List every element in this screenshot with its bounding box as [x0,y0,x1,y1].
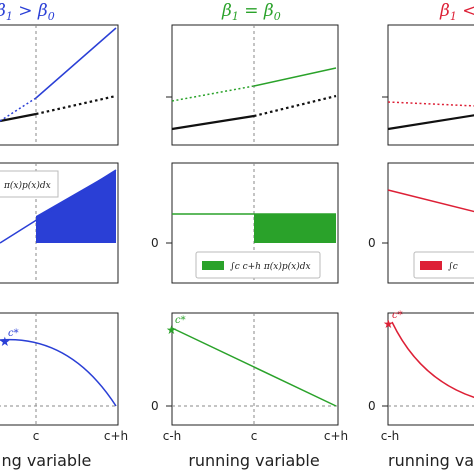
tick-y-zero: 0 [368,399,376,413]
tick-y-zero: 0 [368,236,376,250]
black-segment-solid [0,112,37,123]
panel-row2-middle: 0 ∫c c+h π(x)p(x)dx [151,162,339,284]
panel-row3-right: 0 ★ c* [368,310,474,426]
blue-segment-solid [35,27,117,99]
green-segment-dotted [171,85,255,102]
blue-shaded-area [36,170,116,243]
panel-row2-right: 0 ∫c [368,162,474,284]
xaxis-label-right: running variable [388,451,474,470]
legend-text: ∫c c+h π(x)p(x)dx [230,261,311,272]
tick-x-c-minus-h: c-h [163,429,182,443]
panel-row3-middle: 0 ★ c* [151,312,339,426]
panel-row3-left: ★ c* [0,312,119,426]
panel-frame [0,24,119,146]
green-shaded-area [254,214,336,243]
panel-frame [171,162,339,284]
red-curve [391,321,474,399]
panel-frame [0,162,119,284]
legend-box [0,170,59,198]
legend-text-partial: π(x)p(x)dx [3,180,51,191]
green-curve [171,327,337,407]
panel-frame [171,312,339,426]
panel-row2-left: π(x)p(x)dx [0,162,119,284]
panel-row1-left [0,24,119,146]
legend-text-partial: ∫c [448,262,458,272]
column-title-left: β1 > β0 [0,1,55,23]
blue-curve [0,169,117,244]
panel-frame [171,24,339,146]
star-label: c* [392,310,403,321]
star-marker: ★ [383,317,394,331]
column-title-right: β1 < [439,1,474,23]
legend-swatch [420,261,442,270]
panel-frame [387,162,474,284]
black-segment-dotted [35,94,117,116]
legend-box [195,251,321,279]
panel-row1-right [382,24,474,146]
legend-box [413,251,474,279]
panel-row1-middle [166,24,339,146]
tick-x-c-minus-h: c-h [381,429,400,443]
star-marker: ★ [166,323,177,337]
tick-x-c-plus-h: c+h [104,429,128,443]
column-title-middle: β1 = β0 [221,1,281,23]
legend-swatch [202,261,224,270]
tick-y-zero: 0 [151,236,159,250]
star-label: c* [175,315,186,326]
tick-x-c-plus-h: c+h [324,429,348,443]
xaxis-label-middle: running variable [188,451,319,470]
star-label: c* [8,328,19,339]
black-segment-dotted [253,94,337,118]
panel-frame [0,312,119,426]
tick-y-zero: 0 [151,399,159,413]
star-marker: ★ [0,335,11,350]
panel-frame [387,24,474,146]
black-segment-solid [171,114,255,131]
tick-x-c: c [33,429,40,443]
black-segment-solid [387,114,474,131]
red-curve [387,189,474,213]
xaxis-label-left: running variable [0,451,91,470]
green-segment-solid [253,67,337,87]
red-segment-dotted [387,101,474,107]
blue-curve [0,338,117,407]
panel-frame [387,312,474,426]
tick-x-c: c [251,429,258,443]
